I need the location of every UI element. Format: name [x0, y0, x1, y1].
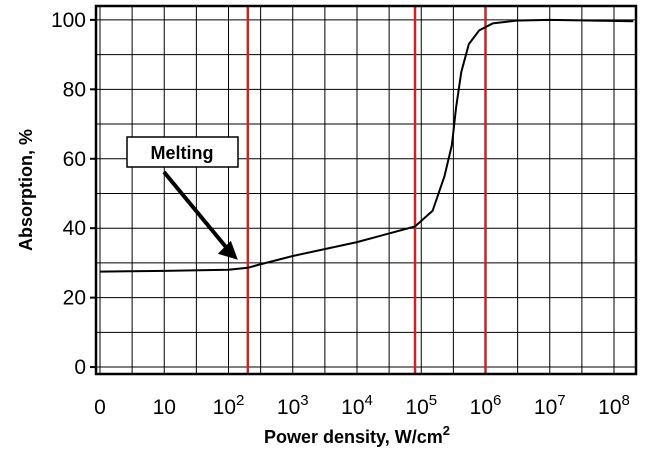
x-tick-label: 107 — [534, 392, 566, 419]
callout-box — [126, 136, 239, 168]
y-tick-label: 80 — [63, 78, 86, 101]
x-tick-labels: 0 10 102 103 104 105 106 107 108 — [94, 392, 630, 419]
y-tick-labels: 0 20 40 60 80 100 — [51, 9, 96, 379]
callout-arrowhead — [217, 240, 238, 260]
x-tick-label: 104 — [341, 392, 373, 419]
x-tick-label: 105 — [405, 392, 437, 419]
callout-arrow-shaft — [162, 170, 232, 254]
y-axis-title: Absorption, % — [16, 129, 36, 251]
x-tick-label: 106 — [470, 392, 502, 419]
series-line — [99, 18, 634, 273]
x-tick-label: 108 — [598, 392, 630, 419]
threshold-lines — [246, 6, 487, 374]
x-axis-title: Power density, W/cm2 — [264, 423, 450, 447]
x-tick-label: 103 — [277, 392, 309, 419]
callout-label: Melting — [151, 143, 214, 163]
y-tick-label: 20 — [63, 287, 86, 310]
x-tick-label: 0 — [94, 396, 106, 419]
x-tick-label: 10 — [153, 396, 176, 419]
y-tick-label: 100 — [51, 9, 86, 32]
melting-annotation: Melting — [126, 136, 239, 260]
x-tick-label: 102 — [213, 392, 245, 419]
y-tick-label: 60 — [63, 148, 86, 171]
plot-frame — [94, 4, 638, 376]
y-tick-label: 40 — [63, 217, 86, 240]
y-tick-label: 0 — [74, 356, 86, 379]
